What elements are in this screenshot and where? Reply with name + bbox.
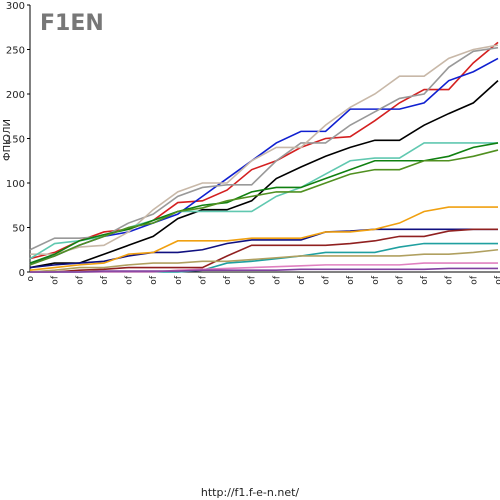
x-tick-label: of bbox=[198, 275, 208, 285]
series-line bbox=[29, 142, 499, 264]
series-line bbox=[29, 149, 499, 266]
x-tick-label: of bbox=[420, 275, 430, 285]
x-tick-label: of bbox=[322, 275, 332, 285]
series-line bbox=[30, 228, 498, 273]
y-tick-label: 250 bbox=[6, 46, 25, 57]
series-line bbox=[29, 46, 499, 251]
series-line bbox=[30, 267, 498, 273]
x-tick-label: of bbox=[223, 275, 233, 285]
footer: http://f1.f-e-n.net/ bbox=[201, 486, 300, 499]
series-line bbox=[29, 206, 498, 272]
x-tick-label: of bbox=[346, 275, 356, 285]
y-tick-label: 200 bbox=[6, 90, 25, 101]
x-tick-label: of bbox=[174, 275, 184, 285]
series-line bbox=[29, 41, 499, 260]
y-tick-label: 50 bbox=[12, 224, 25, 235]
x-tick-label: of bbox=[125, 275, 135, 285]
x-tick-label: of bbox=[248, 275, 258, 285]
y-tick-label: 300 bbox=[6, 1, 25, 12]
logo-box bbox=[36, 8, 98, 36]
x-tick-label: of bbox=[272, 275, 282, 285]
x-tick-label: of bbox=[395, 275, 405, 285]
x-tick-label: of bbox=[494, 275, 500, 285]
x-tick-label: of bbox=[445, 275, 455, 285]
y-axis-label: ФПЮЛИ bbox=[2, 119, 13, 161]
x-tick-label: of bbox=[51, 275, 61, 285]
logo: F1EN bbox=[40, 11, 104, 36]
y-tick-label: 0 bbox=[19, 268, 25, 279]
y-tick-label: 100 bbox=[6, 179, 25, 190]
x-tick-label: of bbox=[469, 275, 479, 285]
series-line bbox=[29, 228, 498, 269]
x-tick-label: of bbox=[149, 275, 159, 285]
series-line bbox=[30, 262, 498, 273]
x-tick-label: o bbox=[26, 276, 36, 282]
x-tick-label: of bbox=[297, 275, 307, 285]
series-line bbox=[29, 248, 499, 273]
x-tick-label: of bbox=[100, 275, 110, 285]
x-tick-label: of bbox=[75, 275, 85, 285]
x-tick-label: of bbox=[371, 275, 381, 285]
y-tick-label: 150 bbox=[6, 135, 25, 146]
series-line bbox=[30, 44, 499, 255]
